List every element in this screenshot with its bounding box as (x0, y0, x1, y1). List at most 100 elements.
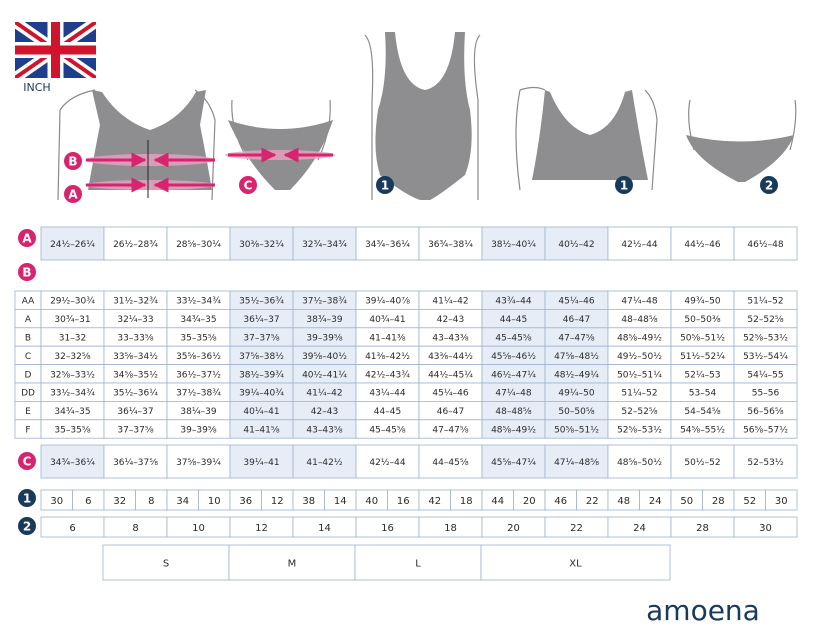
cell-text: 42½–44 (621, 240, 657, 250)
table-cell (670, 226, 735, 261)
table-cell (102, 544, 230, 581)
cell-text: L (415, 559, 421, 570)
table-cell (418, 226, 483, 261)
cell-text: 41–41⅝ (243, 426, 279, 436)
cell-text: 35½–36¾ (239, 297, 284, 307)
cell-text: 37–37⅝ (243, 334, 279, 344)
marker-label: B (22, 266, 31, 280)
cell-text: 33½–34¾ (176, 297, 221, 307)
cell-text: 33⅝–34½ (113, 352, 158, 362)
cell-text: 35–35⅝ (54, 426, 90, 436)
cell-text: 41–42½ (306, 458, 342, 468)
cell-text: 47¼–48 (621, 297, 657, 307)
cell-text: 34¾–35 (180, 315, 216, 325)
cell-text: 55–56 (752, 389, 780, 399)
cell-text: 34 (176, 496, 189, 507)
figures-outline (57, 34, 797, 201)
cell-text: 48⅝–49½ (491, 426, 536, 436)
table-cell (481, 226, 546, 261)
table-cell (418, 444, 483, 479)
table-cell (544, 444, 609, 479)
table-cell (607, 444, 672, 479)
cell-text: 24 (633, 523, 646, 534)
cell-text: 32⅝–33½ (50, 370, 95, 380)
cell-text: 16 (381, 523, 394, 534)
cell-text: 40½–42 (558, 240, 594, 250)
cell-text: 44½–46 (684, 240, 720, 250)
cell-text: 30⅜–32¼ (239, 240, 284, 250)
marker-circle (376, 176, 394, 194)
cell-text: 51¼–52 (747, 297, 783, 307)
cell-text: 31–32 (59, 334, 86, 344)
cell-text: 32 (113, 496, 126, 507)
cell-text: 48–48⅝ (495, 407, 531, 417)
cell-text: 49¼–50 (558, 389, 594, 399)
cell-text: 16 (397, 496, 410, 507)
cell-text: 35–35⅝ (180, 334, 216, 344)
cell-text: 33–33⅝ (117, 334, 153, 344)
cell-text: 47¼–48 (495, 389, 531, 399)
cell-text: 52–52⅝ (621, 407, 657, 417)
cell-text: 56⅝–57½ (743, 426, 788, 436)
cell-text: 44½–45¼ (428, 370, 473, 380)
cell-text: 45–45⅝ (495, 334, 531, 344)
cell-text: 30 (759, 523, 772, 534)
cell-text: B (25, 334, 31, 344)
cell-text: 50 (680, 496, 693, 507)
cell-text: 37⅝–38½ (239, 352, 284, 362)
cell-text: 48–48⅝ (621, 315, 657, 325)
cell-text: 46–47 (563, 315, 590, 325)
cell-text: D (25, 370, 32, 380)
cell-text: 34¾–36¼ (50, 458, 95, 468)
cell-text: 39¼–40¾ (239, 389, 284, 399)
cell-text: 42 (428, 496, 441, 507)
cell-text: 30 (50, 496, 63, 507)
cell-text: 47¼–48⅝ (554, 458, 599, 468)
cell-text: 43⅜–44½ (428, 352, 473, 362)
table-cell (733, 444, 798, 479)
uk-flag (15, 22, 96, 78)
cell-text: 34¾–36¼ (365, 240, 410, 250)
cell-text: 38½–39¾ (239, 370, 284, 380)
cell-text: 33½–34¾ (50, 389, 95, 399)
cell-text: 20 (507, 523, 520, 534)
cell-text: 48½–49¼ (554, 370, 599, 380)
cell-text: 36½–37½ (176, 370, 221, 380)
cell-text: 53½–54¼ (743, 352, 788, 362)
cell-text: 50⅝–51½ (680, 334, 725, 344)
cell-text: 48⅝–50½ (617, 458, 662, 468)
cell-text: 32¼–33 (117, 315, 153, 325)
cell-text: 36¼–37⅝ (113, 458, 158, 468)
table-cell (103, 226, 168, 261)
marker-label: 1 (381, 179, 389, 193)
cell-text: M (288, 559, 297, 570)
cell-text: 46–47 (437, 407, 464, 417)
cell-text: 36 (239, 496, 252, 507)
cell-text: 41¼–42 (306, 389, 342, 399)
cell-text: 45⅝–47¼ (491, 458, 536, 468)
measure-arrows (85, 140, 335, 198)
cell-text: 18 (444, 523, 457, 534)
table-cell (355, 444, 420, 479)
table-cell (166, 226, 231, 261)
marker-circle (18, 452, 36, 470)
cell-text: 38½–40¼ (491, 240, 536, 250)
cell-text: 45⅝–46½ (491, 352, 536, 362)
cell-text: 40¼–41 (243, 407, 279, 417)
cell-text: 39¼–41 (243, 458, 279, 468)
marker-label: B (68, 155, 77, 169)
table-cell (292, 226, 357, 261)
cell-text: 45¼–46 (432, 389, 468, 399)
table-cell (544, 226, 609, 261)
cell-text: 48⅝–49½ (617, 334, 662, 344)
cell-text: 35⅝–36½ (176, 352, 221, 362)
cell-text: 34⅝–35½ (113, 370, 158, 380)
cell-text: 52⅝–53½ (617, 426, 662, 436)
cell-text: DD (21, 389, 35, 399)
cell-text: 10 (192, 523, 205, 534)
cell-text: 46 (554, 496, 567, 507)
table-cell (103, 444, 168, 479)
cell-text: 50–50⅝ (558, 407, 594, 417)
cell-text: S (163, 559, 169, 570)
cell-text: 34¾–35 (54, 407, 90, 417)
